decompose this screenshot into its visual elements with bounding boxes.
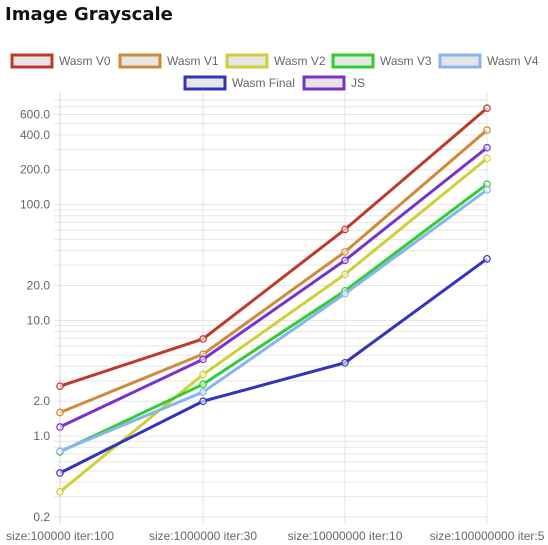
legend-swatch (183, 75, 227, 91)
y-tick-label: 600.0 (20, 107, 50, 121)
legend-swatch (225, 53, 269, 69)
legend-swatch (10, 53, 54, 69)
data-point (56, 488, 64, 496)
legend: Wasm V0 Wasm V1 Wasm V2 Wasm V3 Wasm V4 Wasm … (10, 53, 539, 91)
series-line (59, 146, 488, 429)
data-point (483, 143, 491, 152)
y-tick-label: 1.0 (33, 429, 50, 443)
data-point (483, 254, 491, 263)
series-lines (56, 104, 491, 496)
y-tick-label: 100.0 (20, 198, 50, 212)
legend-swatch (118, 53, 162, 69)
data-point (56, 382, 64, 390)
y-tick-label: 2.0 (33, 394, 50, 408)
y-tick-label: 0.2 (33, 510, 50, 524)
series-line (59, 257, 488, 475)
legend-label: Wasm V1 (167, 54, 219, 68)
data-point (199, 370, 207, 379)
legend-swatch (302, 75, 346, 91)
legend-label: Wasm V2 (274, 54, 326, 68)
series-line (59, 128, 488, 414)
data-point (199, 355, 207, 364)
data-point (341, 225, 349, 234)
data-point (56, 423, 64, 431)
legend-label: JS (351, 76, 365, 90)
legend-label: Wasm V4 (487, 54, 539, 68)
data-point (341, 289, 349, 298)
data-point (483, 126, 491, 134)
y-tick-label: 400.0 (20, 128, 50, 142)
grid (54, 92, 488, 523)
legend-item[interactable]: Wasm V0 (10, 53, 111, 69)
series-line (59, 188, 488, 453)
data-point (56, 447, 64, 456)
legend-label: Wasm Final (232, 76, 295, 90)
x-tick-label: size:100000000 iter:5 (430, 529, 545, 543)
data-point (56, 408, 64, 417)
data-point (199, 388, 207, 396)
legend-item[interactable]: Wasm V3 (331, 53, 432, 69)
series-line (59, 107, 488, 388)
legend-item[interactable]: Wasm V2 (225, 53, 326, 69)
legend-swatch (331, 53, 375, 69)
legend-label: Wasm V3 (380, 54, 432, 68)
data-point (199, 335, 207, 343)
series-line (59, 157, 488, 493)
data-point (341, 358, 349, 367)
data-point (199, 380, 207, 389)
x-axis-ticks: size:100000 iter:100 size:1000000 iter:30… (6, 529, 545, 543)
legend-label: Wasm V0 (59, 54, 111, 68)
legend-item[interactable]: Wasm V1 (118, 53, 219, 69)
data-point (483, 186, 491, 194)
page-title: Image Grayscale (5, 4, 173, 25)
y-tick-label: 20.0 (27, 278, 51, 292)
series-line (59, 182, 488, 454)
legend-item[interactable]: Wasm V4 (438, 53, 539, 69)
y-tick-label: 10.0 (27, 313, 51, 327)
y-axis-ticks: 0.2 1.0 2.0 10.0 20.0 100.0 200.0 400.0 600.0 (20, 107, 50, 524)
legend-item[interactable]: JS (302, 75, 365, 91)
data-point (341, 270, 349, 279)
legend-item[interactable]: Wasm Final (183, 75, 295, 91)
legend-swatch (438, 53, 482, 69)
data-point (199, 397, 207, 406)
data-point (341, 256, 349, 265)
data-point (341, 248, 349, 256)
data-point (483, 104, 491, 112)
x-tick-label: size:1000000 iter:30 (149, 529, 257, 543)
data-point (56, 469, 64, 477)
x-tick-label: size:10000000 iter:10 (288, 529, 403, 543)
data-point (483, 154, 491, 163)
y-tick-label: 200.0 (20, 163, 50, 177)
x-tick-label: size:100000 iter:100 (6, 529, 114, 543)
